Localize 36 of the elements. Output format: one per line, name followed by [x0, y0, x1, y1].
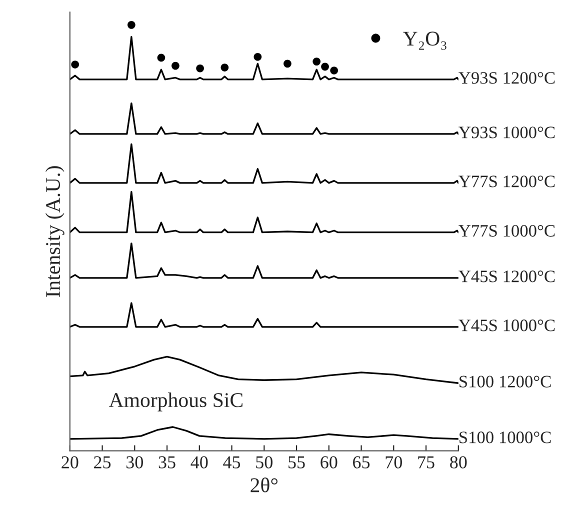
legend-label: Y₂O₃ [403, 32, 446, 50]
x-tick-label: 80 [450, 456, 467, 468]
x-tick-label: 45 [223, 456, 240, 468]
x-tick-label: 25 [94, 456, 111, 468]
x-tick-label: 60 [320, 456, 338, 468]
series-label: Y45S 1000°C [458, 320, 555, 332]
point [196, 64, 204, 72]
point [284, 60, 292, 68]
x-tick-label: 35 [158, 456, 176, 468]
x-tick-label: 40 [190, 456, 208, 468]
x-tick-label: 55 [288, 456, 305, 468]
point [321, 62, 329, 71]
annotation: Amorphous SiC [108, 392, 242, 412]
series-label: Y77S 1000°C [458, 224, 555, 237]
series-label: Y77S 1200°C [458, 176, 555, 188]
series-label: S100 1200°C [460, 376, 551, 388]
series-label: Y45S 1200°C [458, 270, 555, 282]
point [220, 64, 229, 72]
x-tick-label: 20 [62, 456, 78, 468]
series-label: Y93S 1000°C [458, 126, 555, 138]
x-tick-label: 50 [256, 456, 272, 468]
series-label: S100 1000°C [460, 432, 551, 444]
point [71, 60, 80, 68]
point [312, 58, 321, 66]
point [172, 62, 180, 70]
x-axis-title: 2θ° [250, 478, 278, 492]
x-tick-label: 70 [386, 456, 402, 468]
x-tick-label: 65 [353, 456, 370, 468]
x-tick-label: 75 [418, 456, 434, 468]
point [330, 66, 338, 74]
x-tick-label: 30 [126, 456, 143, 468]
point [127, 20, 136, 29]
y-axis-title: Intensity (A.U.) [45, 166, 64, 297]
series-label: Y93S 1200°C [458, 72, 555, 84]
point [254, 52, 262, 61]
point [157, 54, 166, 62]
